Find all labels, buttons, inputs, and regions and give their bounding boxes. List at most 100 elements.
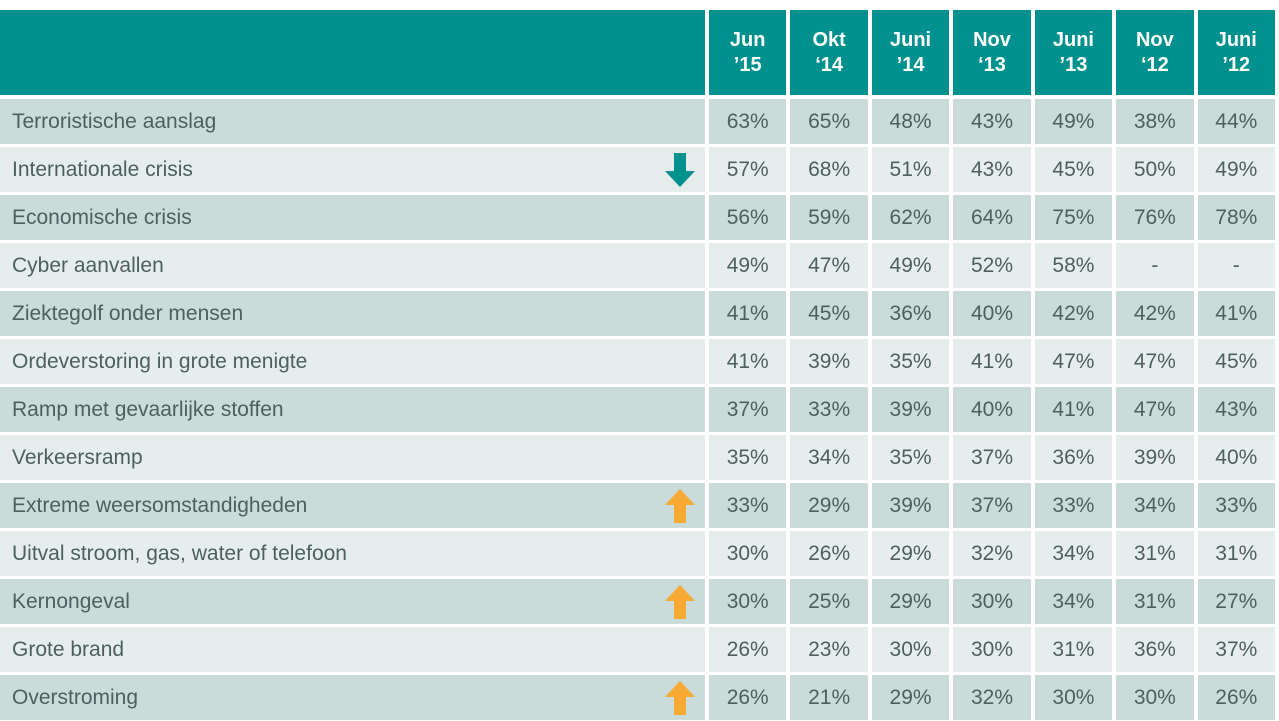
value-text: 41% — [726, 349, 769, 373]
row-label: Terroristische aanslag — [0, 99, 705, 144]
value-text: 39% — [1133, 445, 1176, 469]
header-text: ’13 — [1059, 53, 1088, 76]
arrow-shape — [665, 584, 695, 619]
value-cell: 41% — [709, 291, 787, 336]
label-text: Verkeersramp — [12, 445, 143, 469]
value-text: 49% — [1052, 109, 1095, 133]
value-cell: 35% — [709, 435, 787, 480]
value-text: 26% — [726, 637, 769, 661]
value-text: 47% — [1133, 349, 1176, 373]
value-cell: 26% — [709, 675, 787, 720]
header-cell — [0, 10, 705, 95]
value-cell: 48% — [871, 99, 950, 144]
value-cell: 78% — [1197, 195, 1275, 240]
value-cell: 63% — [709, 99, 787, 144]
value-cell: 62% — [871, 195, 950, 240]
row-label: Verkeersramp — [0, 435, 705, 480]
value-cell: 29% — [871, 531, 950, 576]
value-text: 32% — [970, 541, 1013, 565]
value-cell: 37% — [1197, 627, 1275, 672]
value-cell: 34% — [1034, 531, 1113, 576]
row-label: Overstroming — [0, 675, 705, 720]
value-cell: 59% — [790, 195, 868, 240]
value-text: 45% — [1052, 157, 1095, 181]
value-cell: 49% — [1197, 147, 1275, 192]
trend-arrow — [665, 488, 695, 523]
value-cell: 36% — [1116, 627, 1194, 672]
value-text: 41% — [1052, 397, 1095, 421]
value-cell: 75% — [1034, 195, 1113, 240]
row-label: Cyber aanvallen — [0, 243, 705, 288]
value-cell: 30% — [709, 531, 787, 576]
value-text: 57% — [726, 157, 769, 181]
value-text: 26% — [808, 541, 851, 565]
value-text: 33% — [726, 493, 769, 517]
value-text: 75% — [1052, 205, 1095, 229]
label-text: Kernongeval — [12, 589, 130, 613]
value-cell: 30% — [953, 579, 1031, 624]
value-text: 31% — [1133, 589, 1176, 613]
value-cell: 35% — [871, 435, 950, 480]
value-text: 64% — [970, 205, 1013, 229]
value-cell: 36% — [871, 291, 950, 336]
header-text: Juni — [1052, 28, 1094, 51]
label-text: Economische crisis — [12, 205, 192, 229]
value-text: 36% — [1052, 445, 1095, 469]
value-cell: 29% — [871, 579, 950, 624]
value-cell: 49% — [871, 243, 950, 288]
value-text: 50% — [1133, 157, 1176, 181]
trend-arrow — [665, 152, 695, 187]
row-label: Ordeverstoring in grote menigte — [0, 339, 705, 384]
label-text: Uitval stroom, gas, water of telefoon — [12, 541, 347, 565]
value-cell: 27% — [1197, 579, 1275, 624]
value-cell: 39% — [871, 483, 950, 528]
header-text: Okt — [812, 28, 846, 51]
header-cell: Nov ‘12 — [1116, 10, 1194, 95]
value-cell: 57% — [709, 147, 787, 192]
value-cell: 43% — [1197, 387, 1275, 432]
value-text: 29% — [808, 493, 851, 517]
value-cell: 26% — [790, 531, 868, 576]
value-text: 43% — [1215, 397, 1258, 421]
value-cell: 32% — [953, 675, 1031, 720]
label-text: Cyber aanvallen — [12, 253, 164, 277]
header-text: ‘13 — [978, 53, 1006, 76]
value-cell: 39% — [871, 387, 950, 432]
value-text: - — [1232, 253, 1240, 277]
value-cell: 37% — [953, 435, 1031, 480]
value-cell: 34% — [790, 435, 868, 480]
row-label: Uitval stroom, gas, water of telefoon — [0, 531, 705, 576]
value-text: 52% — [970, 253, 1013, 277]
value-text: 29% — [889, 589, 932, 613]
value-cell: 41% — [1034, 387, 1113, 432]
value-cell: 45% — [790, 291, 868, 336]
header-text: ’14 — [896, 53, 925, 76]
label-text: Internationale crisis — [12, 157, 193, 181]
value-text: 36% — [889, 301, 932, 325]
value-text: 45% — [1215, 349, 1258, 373]
value-text: 37% — [1215, 637, 1258, 661]
value-cell: 40% — [953, 387, 1031, 432]
trend-arrow — [665, 584, 695, 619]
value-text: - — [1151, 253, 1159, 277]
arrow-shape — [665, 680, 695, 715]
value-text: 23% — [808, 637, 851, 661]
row-label: Kernongeval — [0, 579, 705, 624]
value-cell: 42% — [1034, 291, 1113, 336]
header-cell: Juni ’14 — [871, 10, 950, 95]
arrow-shape — [665, 488, 695, 523]
value-text: 41% — [726, 301, 769, 325]
value-text: 76% — [1133, 205, 1176, 229]
value-text: 30% — [889, 637, 932, 661]
value-text: 42% — [1052, 301, 1095, 325]
label-text: Overstroming — [12, 685, 139, 709]
label-text: Extreme weersomstandigheden — [12, 493, 308, 517]
label-text: Ordeverstoring in grote menigte — [12, 349, 308, 373]
value-text: 34% — [1052, 589, 1095, 613]
value-cell: 26% — [709, 627, 787, 672]
value-text: 30% — [726, 589, 769, 613]
value-cell: - — [1197, 243, 1275, 288]
value-text: 68% — [808, 157, 851, 181]
label-text: Grote brand — [12, 637, 125, 661]
row-label: Internationale crisis — [0, 147, 705, 192]
